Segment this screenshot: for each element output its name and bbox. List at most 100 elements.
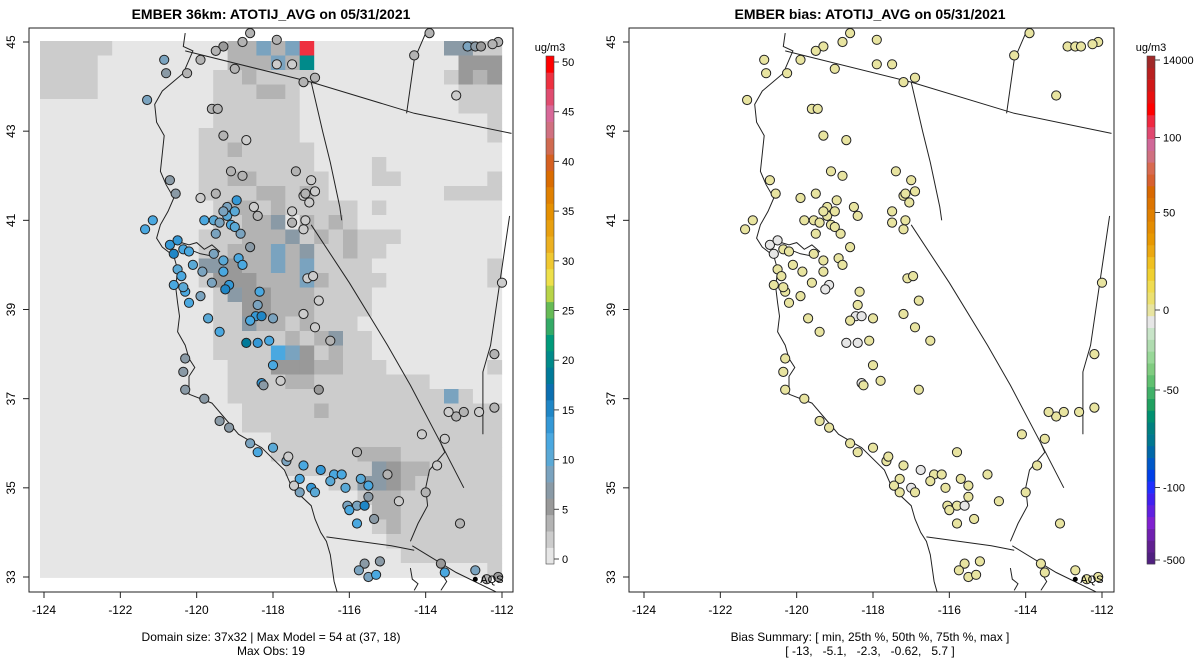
station-marker[interactable] [768,279,779,291]
station-marker[interactable] [231,195,242,206]
station-marker[interactable] [248,201,259,213]
station-marker[interactable] [780,353,791,364]
station-marker[interactable] [170,188,181,199]
station-marker[interactable] [187,259,198,270]
station-marker[interactable] [435,558,446,569]
station-marker[interactable] [218,206,229,217]
station-marker[interactable] [783,246,795,257]
station-marker[interactable] [883,451,894,462]
station-marker[interactable] [252,210,263,221]
station-marker[interactable] [1058,406,1069,418]
station-marker[interactable] [829,206,840,217]
station-marker[interactable] [747,215,758,226]
station-marker[interactable] [172,235,183,246]
station-marker[interactable] [799,215,810,226]
station-marker[interactable] [225,166,237,177]
station-marker[interactable] [1089,402,1100,413]
station-marker[interactable] [275,375,286,386]
station-marker[interactable] [776,271,787,282]
station-marker[interactable] [913,295,924,306]
station-marker[interactable] [245,28,256,39]
station-marker[interactable] [195,192,206,204]
station-marker[interactable] [164,239,175,250]
station-marker[interactable] [183,246,195,257]
station-marker[interactable] [309,186,321,197]
station-marker[interactable] [887,206,898,217]
station-marker[interactable] [363,480,374,491]
station-marker[interactable] [852,299,863,311]
station-marker[interactable] [797,266,808,277]
station-marker[interactable] [241,337,252,348]
station-marker[interactable] [959,558,970,569]
station-marker[interactable] [271,59,282,70]
station-marker[interactable] [245,438,256,449]
station-marker[interactable] [829,221,840,233]
station-marker[interactable] [264,335,275,346]
station-marker[interactable] [963,491,974,502]
station-marker[interactable] [451,411,462,422]
station-marker[interactable] [298,308,309,320]
station-marker[interactable] [382,469,393,480]
station-marker[interactable] [852,210,863,221]
station-marker[interactable] [1054,518,1066,529]
station-marker[interactable] [940,482,951,493]
station-marker[interactable] [147,215,158,226]
station-marker[interactable] [799,393,810,404]
station-marker[interactable] [1024,28,1035,39]
station-marker[interactable] [845,242,856,253]
station-marker[interactable] [837,36,848,48]
station-marker[interactable] [229,221,240,233]
station-marker[interactable] [909,72,921,83]
station-marker[interactable] [420,487,431,498]
station-marker[interactable] [325,335,336,346]
station-marker[interactable] [925,335,936,346]
station-marker[interactable] [493,571,504,583]
station-marker[interactable] [283,451,294,462]
station-marker[interactable] [161,68,172,79]
station-marker[interactable] [959,500,970,511]
station-marker[interactable] [199,393,210,404]
station-marker[interactable] [795,54,806,65]
station-marker[interactable] [220,284,231,295]
station-marker[interactable] [252,299,263,311]
station-marker[interactable] [824,422,835,433]
station-marker[interactable] [212,103,223,115]
station-marker[interactable] [778,366,789,377]
station-marker[interactable] [814,217,825,228]
station-marker[interactable] [199,215,210,226]
station-marker[interactable] [142,94,153,106]
station-marker[interactable] [218,130,229,141]
station-marker[interactable] [237,259,248,270]
station-marker[interactable] [290,166,301,177]
station-marker[interactable] [1016,429,1028,440]
station-marker[interactable] [1051,90,1062,101]
station-marker[interactable] [909,487,921,498]
station-marker[interactable] [353,565,364,576]
station-marker[interactable] [267,360,279,371]
station-marker[interactable] [818,255,829,266]
station-marker[interactable] [210,188,221,199]
station-marker[interactable] [909,186,921,197]
station-marker[interactable] [313,295,324,306]
station-marker[interactable] [1081,574,1092,585]
station-marker[interactable] [768,248,779,259]
station-marker[interactable] [256,311,267,322]
station-marker[interactable] [867,442,879,453]
station-marker[interactable] [915,464,926,476]
station-marker[interactable] [831,195,842,206]
station-marker[interactable] [439,567,450,578]
station-marker[interactable] [229,206,240,217]
station-marker[interactable] [475,41,487,52]
station-marker[interactable] [925,476,936,487]
station-marker[interactable] [812,103,823,115]
station-marker[interactable] [182,68,193,79]
station-marker[interactable] [140,224,151,235]
station-marker[interactable] [852,337,863,348]
station-marker[interactable] [355,473,366,484]
station-marker[interactable] [782,68,793,79]
station-marker[interactable] [909,322,921,333]
station-marker[interactable] [835,228,846,239]
station-marker[interactable] [1020,487,1031,498]
station-marker[interactable] [536,341,545,350]
station-marker[interactable] [993,496,1005,507]
